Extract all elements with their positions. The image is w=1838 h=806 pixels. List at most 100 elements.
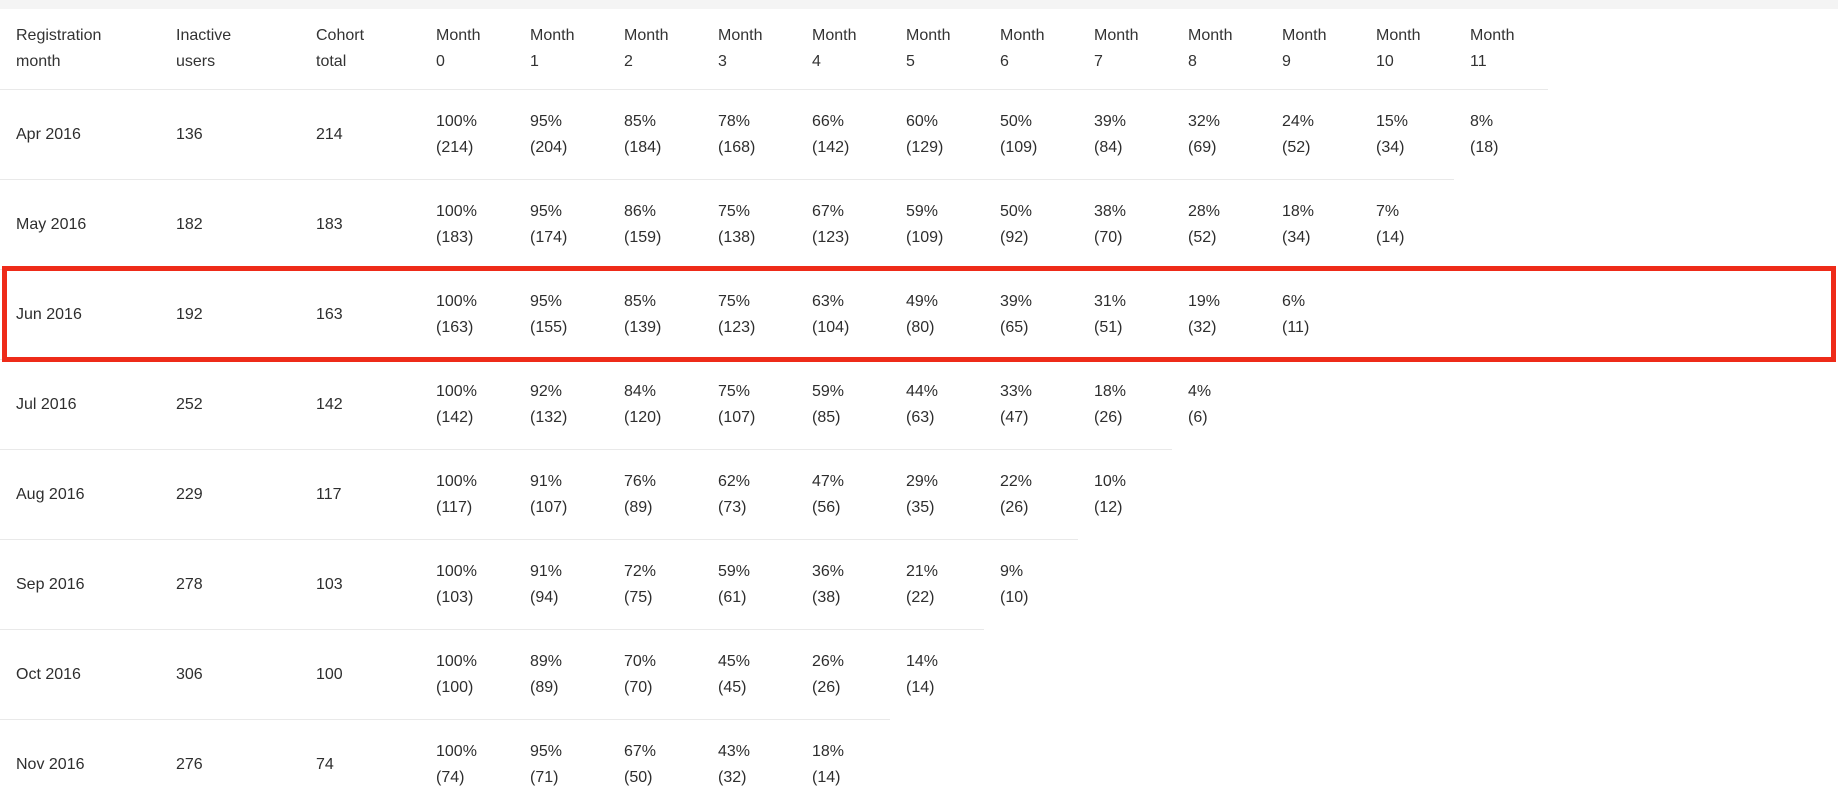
retention-percent: 9% [1000,562,1024,580]
retention-count: (80) [906,318,935,336]
retention-cell-month-8: 32% (69) [1172,89,1266,179]
registration-month-cell: May 2016 [0,179,160,269]
retention-cell-month-5: 59% (109) [890,179,984,269]
column-header-month-11: Month 11 [1470,27,1515,70]
retention-cell-month-3: 62% (73) [702,449,796,539]
retention-percent: 50% [1000,112,1033,130]
retention-count: (65) [1000,318,1029,336]
retention-count: (26) [1000,498,1029,516]
cohort-row-jul-2016[interactable]: Jul 2016 252 142 100% (142) 92% (132) 84% (120) 7… [0,359,1838,449]
retention-count: (32) [1188,318,1217,336]
retention-cell-month-2: 76% (89) [608,449,702,539]
retention-count: (109) [1000,138,1038,156]
retention-cell-month-4: 36% (38) [796,539,890,629]
retention-cell-month-7: 18% (26) [1078,359,1172,449]
retention-cell-month-1: 95% (174) [514,179,608,269]
retention-percent: 75% [718,292,751,310]
cohort-row-aug-2016[interactable]: Aug 2016 229 117 100% (117) 91% (107) 76% (89) 62… [0,449,1838,539]
retention-count: (63) [906,408,935,426]
retention-count: (26) [812,678,841,696]
cohort-row-oct-2016[interactable]: Oct 2016 306 100 100% (100) 89% (89) 70% (70) 45%… [0,629,1838,719]
retention-percent: 15% [1376,112,1409,130]
retention-cell-month-1: 95% (155) [514,269,608,359]
retention-count: (51) [1094,318,1123,336]
retention-cell-month-1: 95% (71) [514,719,608,806]
retention-percent: 10% [1094,472,1127,490]
retention-count: (35) [906,498,935,516]
retention-count: (71) [530,768,559,786]
cohort-row-nov-2016[interactable]: Nov 2016 276 74 100% (74) 95% (71) 67% (50) 43% (3… [0,719,1838,806]
retention-percent: 100% [436,652,477,670]
retention-percent: 89% [530,652,563,670]
retention-percent: 29% [906,472,939,490]
retention-cell-month-8: 4% (6) [1172,359,1266,449]
registration-month-cell: Sep 2016 [0,539,160,629]
retention-percent: 49% [906,292,939,310]
retention-percent: 18% [1094,382,1127,400]
cohort-row-sep-2016[interactable]: Sep 2016 278 103 100% (103) 91% (94) 72% (75) 59%… [0,539,1838,629]
retention-count: (183) [436,228,474,246]
retention-percent: 91% [530,562,563,580]
cohort-row-jun-2016[interactable]: Jun 2016 192 163 100% (163) 95% (155) 85% (139) 7… [0,266,1838,362]
retention-percent: 85% [624,112,657,130]
retention-count: (104) [812,318,850,336]
cohort-row-may-2016[interactable]: May 2016 182 183 100% (183) 95% (174) 86% (159) 7… [0,179,1838,269]
retention-cell-month-6: 39% (65) [984,269,1078,359]
retention-cell-month-7: 38% (70) [1078,179,1172,269]
retention-percent: 100% [436,112,477,130]
retention-count: (123) [718,318,756,336]
retention-percent: 86% [624,202,657,220]
registration-month-cell: Apr 2016 [0,89,160,179]
retention-count: (132) [530,408,568,426]
retention-percent: 75% [718,202,751,220]
retention-count: (14) [906,678,935,696]
cohort-total-cell: 103 [300,539,420,629]
retention-percent: 47% [812,472,845,490]
retention-count: (34) [1376,138,1405,156]
retention-count: (123) [812,228,850,246]
retention-cell-month-2: 85% (184) [608,89,702,179]
cohort-row-apr-2016[interactable]: Apr 2016 136 214 100% (214) 95% (204) 85% (184) 7… [0,89,1838,179]
retention-count: (10) [1000,588,1029,606]
retention-cell-month-3: 75% (107) [702,359,796,449]
retention-percent: 60% [906,112,939,130]
retention-percent: 18% [1282,202,1315,220]
retention-cell-month-4: 18% (14) [796,719,890,806]
column-header-month-6: Month 6 [1000,27,1045,70]
retention-percent: 22% [1000,472,1033,490]
retention-count: (12) [1094,498,1123,516]
inactive-users-cell: 136 [160,89,300,179]
retention-percent: 59% [906,202,939,220]
retention-cell-month-9: 18% (34) [1266,179,1360,269]
retention-percent: 59% [718,562,751,580]
retention-cell-month-4: 26% (26) [796,629,890,719]
column-header-month-8: Month 8 [1188,27,1233,70]
retention-percent: 24% [1282,112,1315,130]
cohort-retention-table: Registration month Inactive users Cohort t… [0,9,1838,806]
retention-count: (22) [906,588,935,606]
retention-percent: 8% [1470,112,1494,130]
retention-percent: 4% [1188,382,1212,400]
inactive-users-cell: 276 [160,719,300,806]
retention-count: (52) [1188,228,1217,246]
retention-cell-month-5: 49% (80) [890,269,984,359]
retention-count: (174) [530,228,568,246]
retention-count: (163) [436,318,474,336]
retention-cell-month-3: 59% (61) [702,539,796,629]
retention-count: (56) [812,498,841,516]
retention-cell-month-7: 10% (12) [1078,449,1172,539]
retention-cell-month-10: 7% (14) [1360,179,1454,269]
inactive-users-cell: 182 [160,179,300,269]
retention-cell-month-5: 14% (14) [890,629,984,719]
retention-cell-month-2: 67% (50) [608,719,702,806]
column-header-month-10: Month 10 [1376,27,1421,70]
retention-cell-month-2: 84% (120) [608,359,702,449]
retention-cell-month-7: 31% (51) [1078,269,1172,359]
retention-cell-month-4: 66% (142) [796,89,890,179]
retention-percent: 100% [436,562,477,580]
cohort-total-cell: 214 [300,89,420,179]
retention-count: (214) [436,138,474,156]
retention-percent: 45% [718,652,751,670]
retention-cell-month-0: 100% (74) [420,719,514,806]
retention-cell-month-1: 91% (94) [514,539,608,629]
